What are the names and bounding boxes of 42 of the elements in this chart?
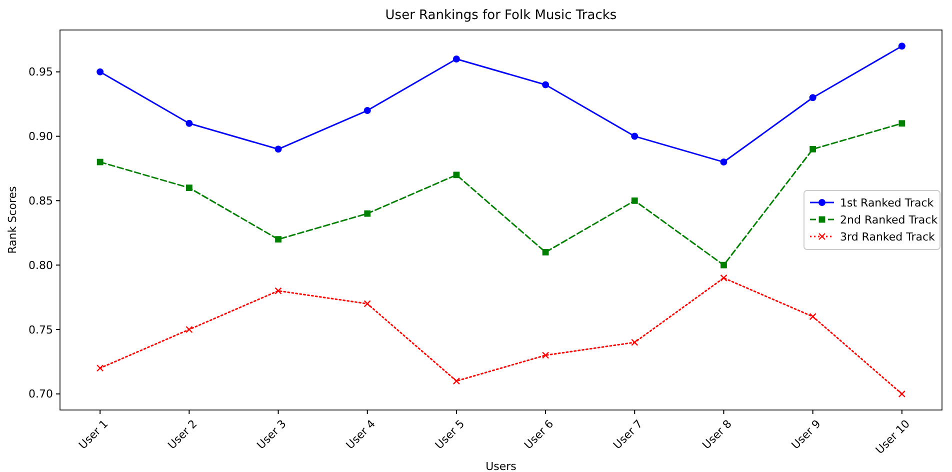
point: [542, 249, 549, 256]
point: [631, 132, 638, 140]
y-tick-label: 0.90: [28, 130, 53, 144]
point: [274, 146, 282, 153]
point: [186, 120, 193, 127]
point: [720, 158, 728, 166]
x-axis-title: Users: [486, 460, 517, 472]
legend-label: 2nd Ranked Track: [840, 213, 938, 226]
point: [96, 364, 104, 372]
point: [274, 287, 282, 294]
point: [186, 184, 192, 191]
y-tick-label: 0.70: [28, 388, 53, 401]
point: [809, 313, 816, 320]
point: [898, 42, 906, 50]
point: [452, 377, 460, 385]
point: [809, 94, 816, 102]
point: [631, 338, 638, 346]
point: [898, 120, 906, 127]
point: [364, 210, 371, 217]
y-tick-label: 0.85: [28, 194, 53, 208]
point: [96, 158, 104, 166]
point: [275, 236, 282, 243]
point: [542, 352, 550, 359]
legend-label: 3rd Ranked Track: [840, 230, 936, 244]
point: [452, 55, 460, 62]
point: [453, 172, 460, 178]
point: [542, 81, 550, 88]
point: [720, 262, 727, 268]
y-tick-label: 0.95: [28, 66, 53, 79]
point: [96, 68, 104, 76]
point: [810, 146, 816, 152]
point: [631, 197, 638, 204]
legend-label: 1st Ranked Track: [840, 196, 934, 210]
chart-title: User Rankings for Folk Music Tracks: [385, 8, 617, 23]
point: [720, 274, 728, 282]
point: [364, 300, 371, 308]
y-tick-label: 0.75: [28, 323, 53, 336]
y-axis-title: Rank Scores: [6, 186, 19, 254]
point: [364, 107, 371, 114]
point: [186, 326, 193, 334]
point: [898, 390, 906, 398]
y-tick-label: 0.80: [28, 258, 53, 272]
